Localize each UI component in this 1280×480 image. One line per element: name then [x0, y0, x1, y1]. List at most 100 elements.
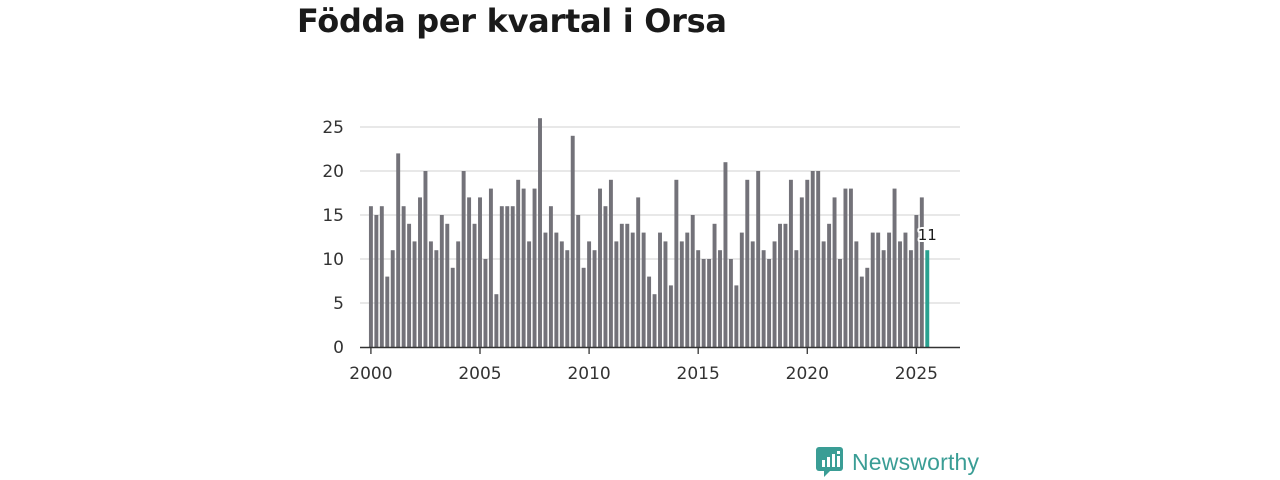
bar — [794, 250, 799, 347]
bar — [679, 241, 684, 347]
bar — [734, 285, 739, 347]
bar — [407, 223, 412, 347]
bar — [718, 250, 722, 347]
bar — [914, 215, 919, 347]
bar — [390, 250, 395, 347]
bar — [516, 179, 521, 347]
bar — [450, 267, 455, 347]
brand-name: Newsworthy — [852, 449, 980, 475]
bar — [739, 232, 744, 347]
y-tick-label: 0 — [333, 338, 344, 358]
bar — [527, 241, 532, 347]
bar — [543, 232, 548, 347]
newsworthy-brand[interactable]: Newsworthy — [815, 446, 979, 478]
bar — [538, 118, 542, 347]
bar — [887, 232, 892, 347]
bar — [488, 188, 493, 347]
bar — [418, 197, 422, 347]
bar — [439, 215, 444, 347]
bar — [483, 259, 488, 347]
bar — [554, 232, 559, 347]
chart-title: Födda per kvartal i Orsa — [297, 2, 727, 40]
bar — [521, 188, 526, 347]
y-tick-label: 20 — [322, 162, 344, 182]
bar — [908, 250, 913, 347]
x-tick-label: 2020 — [786, 364, 829, 384]
bar — [461, 171, 466, 347]
bar — [445, 223, 450, 347]
bar — [898, 241, 902, 347]
bar — [532, 188, 537, 347]
x-tick-label: 2025 — [895, 364, 938, 384]
bar — [745, 179, 750, 347]
x-tick-label: 2010 — [567, 364, 610, 384]
bar — [865, 267, 870, 347]
bar — [663, 241, 668, 347]
bar — [401, 206, 406, 347]
bar — [636, 197, 641, 347]
bar — [581, 267, 586, 347]
bar — [761, 250, 766, 347]
bar — [843, 188, 848, 347]
x-axis-ticks: 2000 2005 2010 2015 2020 2025 — [349, 347, 938, 384]
bar — [805, 179, 810, 347]
bar — [374, 215, 379, 347]
bar — [772, 241, 777, 347]
bar — [576, 215, 581, 347]
bar — [788, 179, 793, 347]
newsworthy-logo-icon — [816, 447, 843, 477]
bar — [368, 206, 373, 347]
bar — [876, 232, 881, 347]
bar — [848, 188, 853, 347]
bar — [647, 276, 652, 347]
bar — [701, 259, 706, 347]
y-tick-label: 25 — [322, 118, 344, 138]
bar — [625, 223, 630, 347]
bar — [428, 241, 433, 347]
bar — [750, 241, 755, 347]
bar — [690, 215, 695, 347]
bar — [423, 171, 428, 347]
bar — [658, 232, 662, 347]
bar — [778, 223, 782, 347]
bar — [816, 171, 821, 347]
bar — [505, 206, 510, 347]
data-labels: 11 — [916, 224, 939, 246]
bar — [467, 197, 472, 347]
bar — [707, 259, 712, 347]
bar — [570, 135, 575, 347]
bars — [368, 118, 930, 347]
bar — [881, 250, 886, 347]
bar — [821, 241, 826, 347]
bar — [456, 241, 461, 347]
bar — [783, 223, 788, 347]
bar — [559, 241, 564, 347]
bar — [592, 250, 597, 347]
bar — [652, 294, 657, 347]
bar — [598, 188, 602, 347]
bar — [494, 294, 499, 347]
x-tick-label: 2005 — [458, 364, 501, 384]
bar — [478, 197, 482, 347]
y-tick-label: 5 — [333, 294, 344, 314]
bar — [379, 206, 384, 347]
bar — [838, 259, 842, 347]
bar — [685, 232, 690, 347]
y-tick-label: 10 — [322, 250, 344, 270]
bar — [472, 223, 477, 347]
bar — [854, 241, 859, 347]
bar — [565, 250, 570, 347]
bar — [510, 206, 515, 347]
bar — [396, 153, 401, 347]
bar — [827, 223, 832, 347]
bar — [630, 232, 635, 347]
bar — [668, 285, 673, 347]
bar — [919, 197, 924, 347]
x-tick-label: 2015 — [677, 364, 720, 384]
x-tick-label: 2000 — [349, 364, 392, 384]
bar — [385, 276, 390, 347]
bar — [619, 223, 624, 347]
bar — [608, 179, 613, 347]
bar — [810, 171, 815, 347]
